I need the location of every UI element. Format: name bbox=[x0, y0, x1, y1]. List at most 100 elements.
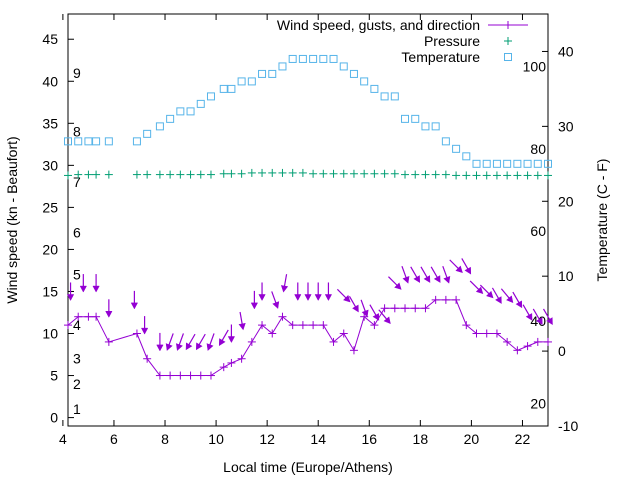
temperature-point bbox=[176, 107, 185, 116]
wind-speed-point bbox=[411, 304, 420, 313]
fahrenheit-label: 60 bbox=[530, 223, 546, 239]
y-tick-label: 10 bbox=[42, 326, 58, 342]
pressure-point bbox=[92, 170, 101, 179]
wind-speed-point bbox=[298, 321, 307, 330]
x-tick-label: 18 bbox=[413, 431, 429, 447]
wind-speed-point bbox=[492, 329, 501, 338]
gust-arrow bbox=[522, 304, 533, 321]
y2-tick-label: 10 bbox=[558, 268, 574, 284]
pressure-point bbox=[268, 168, 277, 177]
x-axis-label: Local time (Europe/Athens) bbox=[223, 459, 393, 475]
temperature-point bbox=[411, 114, 420, 123]
temperature-point bbox=[339, 62, 348, 71]
gust-arrow bbox=[324, 282, 333, 302]
beaufort-label: 2 bbox=[73, 376, 81, 392]
temperature-point bbox=[64, 137, 72, 146]
wind-speed-point bbox=[166, 371, 175, 380]
y2-tick-label: 20 bbox=[558, 193, 574, 209]
beaufort-label: 7 bbox=[73, 174, 81, 190]
wind-speed-point bbox=[309, 321, 318, 330]
wind-speed-point bbox=[176, 371, 185, 380]
chart-labels: Local time (Europe/Athens) Wind speed (k… bbox=[4, 136, 610, 475]
wind-speed-point bbox=[268, 329, 277, 338]
y-tick-label: 25 bbox=[42, 199, 58, 215]
wind-speed-point bbox=[401, 304, 410, 313]
wind-speed-point bbox=[421, 304, 430, 313]
pressure-point bbox=[339, 169, 348, 178]
legend-swatch bbox=[504, 37, 512, 45]
y2-tick-label: 30 bbox=[558, 118, 574, 134]
pressure-point bbox=[143, 170, 152, 179]
wind-speed-point bbox=[219, 363, 228, 372]
wind-speed-point bbox=[380, 304, 389, 313]
wind-speed-point bbox=[143, 354, 152, 363]
pressure-point bbox=[104, 170, 113, 179]
temperature-point bbox=[227, 84, 236, 93]
beaufort-label: 9 bbox=[73, 65, 81, 81]
fahrenheit-label: 100 bbox=[523, 58, 547, 74]
pressure-point bbox=[370, 169, 379, 178]
pressure-point bbox=[319, 169, 328, 178]
wind-speed-point bbox=[288, 321, 297, 330]
gust-arrow bbox=[336, 288, 351, 303]
wind-speed-point bbox=[258, 321, 267, 330]
wind-speed-point bbox=[186, 371, 195, 380]
pressure-point bbox=[523, 171, 532, 180]
x-tick-label: 12 bbox=[259, 431, 275, 447]
x-tick-label: 4 bbox=[59, 431, 67, 447]
temperature-point bbox=[155, 122, 164, 131]
gust-arrow bbox=[410, 266, 420, 283]
wind-speed-point bbox=[84, 312, 93, 321]
chart-legend: Wind speed, gusts, and directionPressure… bbox=[277, 17, 528, 65]
gust-arrow bbox=[401, 265, 410, 284]
pressure-point bbox=[206, 170, 215, 179]
wind-speed-point bbox=[319, 321, 328, 330]
temperature-point bbox=[503, 159, 512, 168]
gust-arrow bbox=[420, 266, 431, 283]
pressure-point bbox=[196, 170, 205, 179]
temperature-point bbox=[219, 84, 228, 93]
temperature-point bbox=[380, 92, 389, 101]
pressure-point bbox=[176, 170, 185, 179]
temperature-point bbox=[452, 144, 461, 153]
pressure-point bbox=[349, 169, 358, 178]
gust-arrow bbox=[449, 259, 463, 273]
temperature-point bbox=[462, 152, 471, 161]
y2-tick-label: 0 bbox=[558, 343, 566, 359]
wind-speed-point bbox=[349, 346, 358, 355]
wind-speed-point bbox=[503, 337, 512, 346]
pressure-point bbox=[462, 171, 471, 180]
y-tick-label: 0 bbox=[50, 410, 58, 426]
gust-arrow bbox=[238, 311, 246, 331]
wind-speed-point bbox=[237, 354, 246, 363]
pressure-point bbox=[247, 168, 256, 177]
legend-label: Pressure bbox=[424, 33, 480, 49]
pressure-point bbox=[401, 170, 410, 179]
gust-arrow bbox=[218, 329, 229, 346]
pressure-point bbox=[237, 169, 246, 178]
pressure-point bbox=[74, 170, 83, 179]
temperature-point bbox=[349, 69, 358, 78]
gust-arrow bbox=[512, 291, 523, 309]
gust-arrow bbox=[227, 324, 236, 344]
wind-speed-point bbox=[132, 329, 141, 338]
wind-speed-point bbox=[247, 337, 256, 346]
x-tick-label: 20 bbox=[464, 431, 480, 447]
temperature-point bbox=[278, 62, 287, 71]
pressure-point bbox=[411, 170, 420, 179]
temperature-point bbox=[441, 137, 450, 146]
pressure-point bbox=[258, 168, 267, 177]
legend-label: Temperature bbox=[401, 49, 480, 65]
y-tick-label: 30 bbox=[42, 157, 58, 173]
gust-arrow bbox=[185, 333, 196, 351]
wind-speed-point bbox=[544, 337, 552, 346]
pressure-point bbox=[360, 169, 369, 178]
gust-arrow bbox=[532, 308, 543, 325]
pressure-point bbox=[421, 170, 430, 179]
temperature-point bbox=[132, 137, 141, 146]
wind-speed-point bbox=[533, 337, 542, 346]
pressure-point bbox=[503, 171, 512, 180]
pressure-point bbox=[390, 169, 399, 178]
gust-arrow bbox=[442, 265, 451, 284]
